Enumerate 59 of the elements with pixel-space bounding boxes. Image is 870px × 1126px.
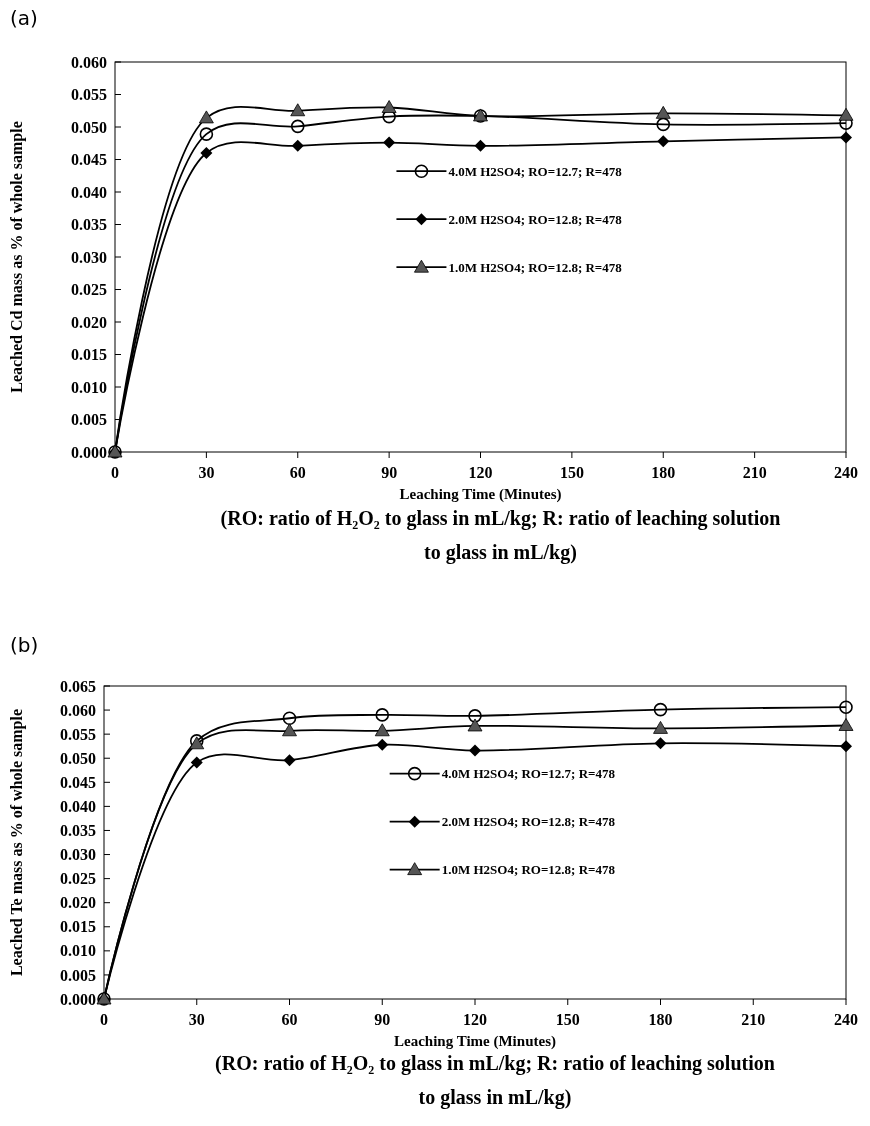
y-tick-label: 0.060 bbox=[60, 701, 96, 719]
y-tick-label: 0.010 bbox=[71, 378, 107, 396]
y-tick-label: 0.025 bbox=[60, 870, 96, 888]
x-tick-label: 210 bbox=[741, 1011, 766, 1028]
x-tick-label: 210 bbox=[742, 464, 767, 481]
y-tick-label: 0.035 bbox=[71, 216, 107, 234]
y-tick-label: 0.040 bbox=[60, 797, 96, 815]
x-tick-label: 60 bbox=[289, 464, 306, 481]
x-tick-label: 120 bbox=[463, 1011, 487, 1028]
y-tick-label: 0.005 bbox=[71, 411, 107, 429]
x-tick-label: 240 bbox=[834, 464, 858, 481]
y-tick-label: 0.005 bbox=[60, 966, 96, 984]
y-tick-label: 0.000 bbox=[71, 443, 107, 461]
legend-label: 4.0M H2SO4; RO=12.7; R=478 bbox=[441, 766, 616, 782]
text: (RO: ratio of H₂O₂ to glass in mL/kg; R: ratio of leaching solution to glass in mL/kg) bbox=[215, 1052, 775, 1109]
x-tick-label: 150 bbox=[559, 464, 584, 481]
y-tick-label: 0.025 bbox=[71, 281, 107, 299]
y-tick-label: 0.020 bbox=[71, 313, 107, 331]
y-tick-label: 0.060 bbox=[71, 53, 107, 71]
y-axis-title: Leached Te mass as % of whole sample bbox=[8, 708, 26, 977]
y-tick-label: 0.050 bbox=[60, 749, 96, 767]
y-tick-label: 0.020 bbox=[60, 894, 96, 912]
x-tick-label: 60 bbox=[281, 1011, 298, 1028]
x-axis-title: Leaching Time (Minutes) bbox=[394, 1033, 556, 1050]
y-tick-label: 0.030 bbox=[71, 248, 107, 266]
x-axis-title: Leaching Time (Minutes) bbox=[399, 486, 562, 503]
x-tick-label: 0 bbox=[111, 464, 119, 481]
y-tick-label: 0.015 bbox=[71, 346, 107, 364]
y-tick-label: 0.015 bbox=[60, 918, 96, 936]
y-tick-label: 0.000 bbox=[60, 990, 96, 1008]
y-tick-label: 0.030 bbox=[60, 846, 96, 864]
legend-label: 2.0M H2SO4; RO=12.8; R=478 bbox=[448, 211, 623, 227]
y-tick-label: 0.055 bbox=[71, 86, 107, 104]
x-tick-label: 120 bbox=[468, 464, 493, 481]
y-tick-label: 0.050 bbox=[71, 118, 107, 136]
y-tick-label: 0.065 bbox=[60, 677, 96, 695]
x-tick-label: 150 bbox=[555, 1011, 580, 1028]
x-tick-label: 240 bbox=[834, 1011, 858, 1028]
legend-label: 2.0M H2SO4; RO=12.8; R=478 bbox=[441, 814, 616, 830]
y-tick-label: 0.055 bbox=[60, 725, 96, 743]
legend-label: 1.0M H2SO4; RO=12.8; R=478 bbox=[448, 259, 623, 275]
chart-title: (a) bbox=[10, 6, 38, 30]
x-tick-label: 180 bbox=[651, 464, 676, 481]
legend-label: 4.0M H2SO4; RO=12.7; R=478 bbox=[448, 163, 623, 179]
x-tick-label: 90 bbox=[381, 464, 398, 481]
chart-title: (b) bbox=[10, 633, 39, 657]
y-tick-label: 0.035 bbox=[60, 822, 96, 840]
legend-label: 1.0M H2SO4; RO=12.8; R=478 bbox=[441, 862, 616, 878]
y-tick-label: 0.045 bbox=[60, 773, 96, 791]
y-tick-label: 0.010 bbox=[60, 942, 96, 960]
x-tick-label: 90 bbox=[374, 1011, 391, 1028]
y-axis-title: Leached Cd mass as % of whole sample bbox=[8, 121, 26, 393]
x-tick-label: 30 bbox=[198, 464, 215, 481]
x-tick-label: 180 bbox=[648, 1011, 673, 1028]
y-tick-label: 0.040 bbox=[71, 183, 107, 201]
x-tick-label: 30 bbox=[188, 1011, 205, 1028]
text: (RO: ratio of H₂O₂ to glass in mL/kg; R: ratio of leaching solution to glass in mL/kg) bbox=[220, 507, 781, 564]
y-tick-label: 0.045 bbox=[71, 151, 107, 169]
x-tick-label: 0 bbox=[100, 1011, 108, 1028]
